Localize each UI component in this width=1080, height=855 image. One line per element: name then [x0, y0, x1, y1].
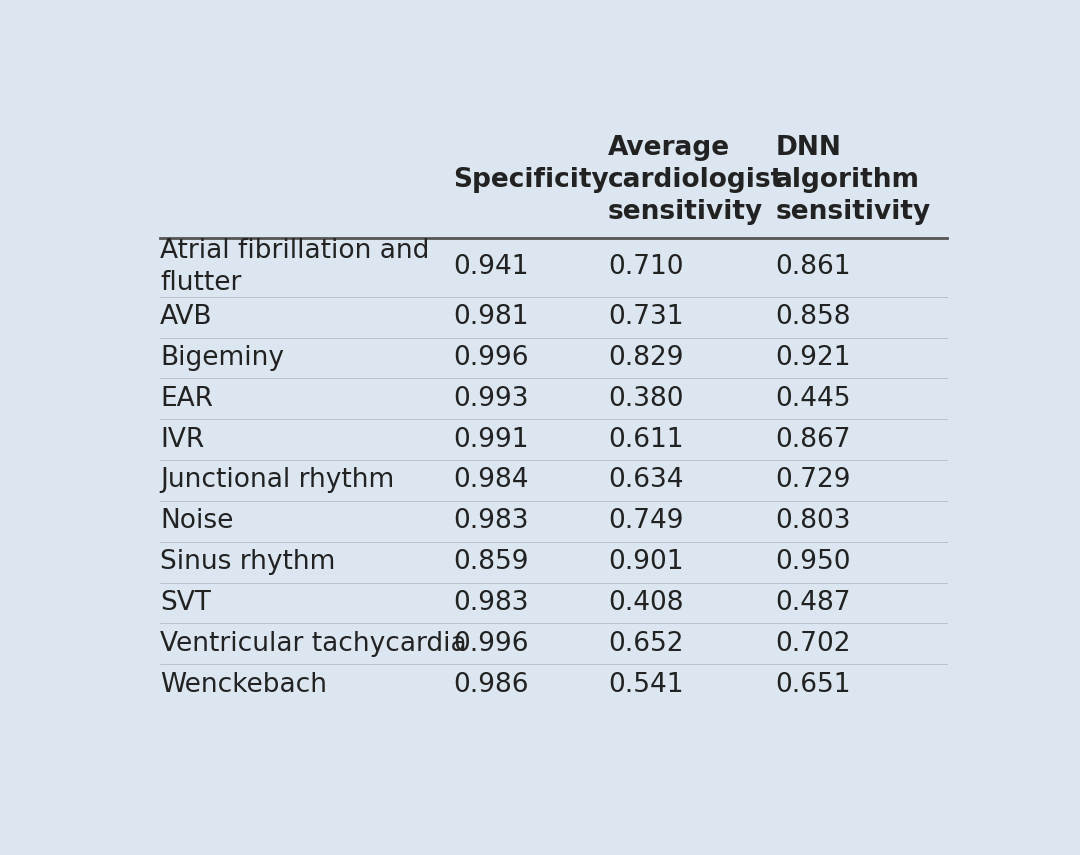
Text: 0.731: 0.731 — [608, 304, 684, 330]
Text: 0.634: 0.634 — [608, 468, 684, 493]
Text: DNN
algorithm
sensitivity: DNN algorithm sensitivity — [775, 135, 931, 225]
Text: 0.993: 0.993 — [454, 386, 528, 412]
Text: 0.652: 0.652 — [608, 631, 684, 657]
Text: 0.991: 0.991 — [454, 427, 528, 452]
Text: Bigeminy: Bigeminy — [160, 345, 284, 371]
Text: Average
cardiologist
sensitivity: Average cardiologist sensitivity — [608, 135, 784, 225]
Text: 0.445: 0.445 — [775, 386, 851, 412]
Text: 0.950: 0.950 — [775, 549, 851, 575]
Text: Sinus rhythm: Sinus rhythm — [160, 549, 336, 575]
Text: 0.803: 0.803 — [775, 509, 851, 534]
Text: 0.710: 0.710 — [608, 254, 684, 280]
Text: 0.986: 0.986 — [454, 671, 528, 698]
Text: 0.981: 0.981 — [454, 304, 528, 330]
Text: 0.487: 0.487 — [775, 590, 851, 616]
Text: 0.996: 0.996 — [454, 631, 528, 657]
Text: 0.984: 0.984 — [454, 468, 528, 493]
Text: 0.541: 0.541 — [608, 671, 684, 698]
Text: 0.702: 0.702 — [775, 631, 851, 657]
Text: AVB: AVB — [160, 304, 213, 330]
Text: 0.829: 0.829 — [608, 345, 684, 371]
Text: 0.983: 0.983 — [454, 590, 528, 616]
Text: EAR: EAR — [160, 386, 213, 412]
Text: 0.729: 0.729 — [775, 468, 851, 493]
Text: Wenckebach: Wenckebach — [160, 671, 327, 698]
Text: 0.861: 0.861 — [775, 254, 851, 280]
Text: Ventricular tachycardia: Ventricular tachycardia — [160, 631, 467, 657]
Text: 0.983: 0.983 — [454, 509, 528, 534]
Text: 0.901: 0.901 — [608, 549, 684, 575]
Text: 0.996: 0.996 — [454, 345, 528, 371]
Text: 0.859: 0.859 — [454, 549, 528, 575]
Text: Junctional rhythm: Junctional rhythm — [160, 468, 394, 493]
Text: 0.408: 0.408 — [608, 590, 684, 616]
Text: IVR: IVR — [160, 427, 204, 452]
Text: 0.611: 0.611 — [608, 427, 684, 452]
Text: 0.858: 0.858 — [775, 304, 851, 330]
Text: Atrial fibrillation and
flutter: Atrial fibrillation and flutter — [160, 239, 430, 296]
Text: 0.651: 0.651 — [775, 671, 851, 698]
Text: 0.941: 0.941 — [454, 254, 528, 280]
Text: Noise: Noise — [160, 509, 233, 534]
Text: SVT: SVT — [160, 590, 211, 616]
Text: 0.749: 0.749 — [608, 509, 684, 534]
Text: 0.867: 0.867 — [775, 427, 851, 452]
Text: 0.921: 0.921 — [775, 345, 851, 371]
Text: 0.380: 0.380 — [608, 386, 684, 412]
Text: Specificity: Specificity — [454, 167, 609, 193]
